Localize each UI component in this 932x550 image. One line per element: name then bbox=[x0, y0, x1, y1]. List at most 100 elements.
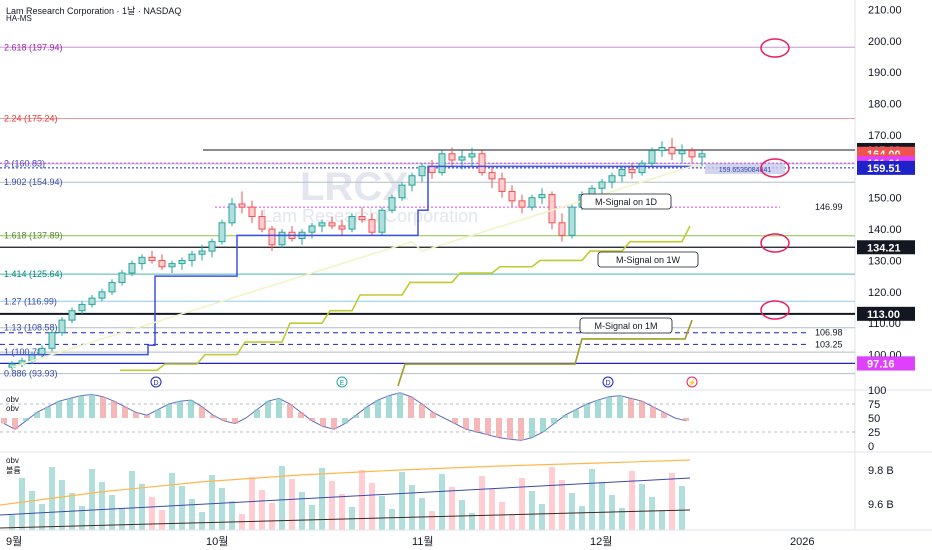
candle-body bbox=[488, 172, 496, 180]
candle-body bbox=[178, 259, 186, 265]
volume-bar bbox=[339, 494, 345, 530]
fib-label: 0.886 (93.93) bbox=[4, 369, 58, 379]
volume-bar bbox=[19, 478, 25, 530]
obv-label-2: obv bbox=[6, 404, 19, 413]
price-axis-bg bbox=[855, 0, 932, 550]
candle-body bbox=[318, 222, 326, 227]
m-signal-1d-callout-box bbox=[580, 193, 672, 210]
candle-body bbox=[698, 153, 706, 158]
candle-body bbox=[128, 263, 136, 274]
candle-body bbox=[688, 150, 696, 158]
obv-bar bbox=[452, 418, 458, 424]
volume-bar bbox=[209, 475, 215, 530]
obv-bar bbox=[155, 409, 161, 418]
candle-body bbox=[528, 197, 536, 208]
candle-body bbox=[618, 168, 626, 177]
candle-body bbox=[278, 231, 286, 246]
volume-bar bbox=[79, 506, 85, 530]
obv-bar bbox=[507, 418, 513, 440]
candle-body bbox=[148, 256, 156, 261]
price-tick-label: 200.00 bbox=[868, 36, 902, 48]
volume-bar bbox=[379, 496, 385, 530]
time-tick-label: 2026 bbox=[790, 536, 814, 548]
obv-bar bbox=[1, 418, 7, 424]
obv-bar bbox=[661, 412, 667, 418]
volume-bar bbox=[639, 484, 645, 530]
candle-body bbox=[48, 332, 56, 349]
obv-bar bbox=[177, 401, 183, 418]
volume-bar bbox=[329, 481, 335, 530]
volume-bar bbox=[389, 509, 395, 530]
obv-bar bbox=[298, 412, 304, 418]
target-circle bbox=[760, 158, 790, 178]
candle-body bbox=[398, 184, 406, 199]
obv-bar bbox=[342, 418, 348, 424]
volume-bar bbox=[679, 486, 685, 530]
volume-bar bbox=[319, 468, 325, 530]
m-signal-1m-line bbox=[397, 319, 693, 387]
event-marker bbox=[686, 376, 698, 388]
level-label-106: 106.98 bbox=[815, 328, 843, 338]
fib-label: 2.24 (175.24) bbox=[4, 113, 58, 123]
event-marker-label: E bbox=[340, 380, 345, 387]
obv-bar bbox=[419, 404, 425, 418]
candle-body bbox=[98, 291, 106, 299]
obv-bar bbox=[331, 418, 337, 430]
level-label-146: 146.99 bbox=[815, 202, 843, 212]
obv-bar bbox=[34, 412, 40, 418]
volume-bar bbox=[309, 505, 315, 530]
price-badge-label: 113.00 bbox=[867, 309, 900, 321]
price-tick-label: 140.00 bbox=[868, 224, 902, 236]
obv-bar bbox=[562, 415, 568, 418]
price-badge-label: 134.21 bbox=[867, 242, 901, 254]
event-marker bbox=[602, 376, 614, 388]
candle-body bbox=[498, 178, 506, 192]
candle-body bbox=[538, 194, 546, 199]
price-badge bbox=[857, 240, 915, 255]
candle-body bbox=[518, 200, 526, 208]
obv-bar bbox=[23, 418, 29, 421]
volume-bar bbox=[429, 511, 435, 530]
level-label-103: 103.25 bbox=[815, 339, 843, 349]
obv-bar bbox=[683, 418, 689, 421]
obv-bar bbox=[320, 418, 326, 427]
candle-body bbox=[58, 319, 66, 334]
volume-bar bbox=[269, 503, 275, 530]
obv-bar bbox=[529, 418, 535, 438]
obv-bar bbox=[551, 418, 557, 424]
obv-bar bbox=[265, 401, 271, 418]
m-signal-1w-callout-text: M-Signal on 1W bbox=[616, 255, 681, 265]
obv-bar bbox=[45, 406, 51, 418]
fib-label: 1.902 (154.94) bbox=[4, 177, 63, 187]
obv-bar bbox=[463, 418, 469, 430]
event-marker-label: ⚡ bbox=[688, 378, 697, 387]
volume-bar bbox=[539, 504, 545, 530]
candle-body bbox=[338, 225, 346, 230]
obv-bar bbox=[287, 404, 293, 418]
volume-bar bbox=[299, 492, 305, 530]
obv-bar bbox=[309, 418, 315, 421]
candle-body bbox=[308, 225, 316, 233]
price-tick-label: 130.00 bbox=[868, 255, 902, 267]
obv-bar bbox=[12, 418, 18, 430]
volume-ma-dark bbox=[0, 509, 691, 529]
candle-body bbox=[328, 222, 336, 227]
obv-bar bbox=[353, 415, 359, 418]
obv-bar bbox=[122, 406, 128, 418]
candle-body bbox=[448, 153, 456, 161]
event-marker-label: D bbox=[153, 380, 158, 387]
obv-bar bbox=[650, 406, 656, 418]
obv-bar bbox=[375, 400, 381, 418]
obv-bar bbox=[617, 395, 623, 418]
volume-bar bbox=[399, 472, 405, 530]
price-label-overlay bbox=[705, 164, 785, 174]
volume-bar bbox=[359, 470, 365, 530]
fib-label: 2.618 (197.94) bbox=[4, 42, 63, 52]
m-signal-1m-callout-box bbox=[579, 317, 673, 334]
candle-body bbox=[68, 310, 76, 321]
price-badge bbox=[857, 356, 915, 371]
m-signal-1d-line bbox=[0, 165, 700, 356]
price-badge-label: 97.16 bbox=[867, 359, 895, 371]
target-circle bbox=[760, 233, 790, 253]
